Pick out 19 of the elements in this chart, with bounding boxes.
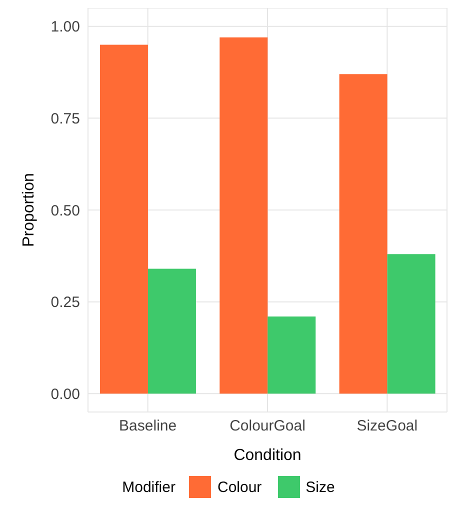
x-tick-label: ColourGoal xyxy=(230,418,306,435)
bar xyxy=(220,37,268,394)
bar xyxy=(148,268,196,394)
x-tick-label: Baseline xyxy=(119,418,177,435)
y-tick-label: 0.50 xyxy=(50,202,80,220)
bar xyxy=(268,316,316,394)
y-tick-label: 0.25 xyxy=(50,294,80,312)
legend-label: Size xyxy=(306,478,335,496)
y-tick-label: 0.75 xyxy=(50,110,80,128)
y-tick-label: 0.00 xyxy=(50,386,80,403)
legend-label: Colour xyxy=(217,478,262,496)
y-tick-label: 1.00 xyxy=(50,18,80,36)
x-tick-label: SizeGoal xyxy=(356,418,418,435)
legend-title: Modifier xyxy=(122,478,176,496)
bar xyxy=(339,74,388,394)
bar xyxy=(100,44,148,394)
x-axis-title: Condition xyxy=(234,447,302,464)
y-axis-title: Proportion xyxy=(20,173,38,247)
bar xyxy=(387,254,436,394)
